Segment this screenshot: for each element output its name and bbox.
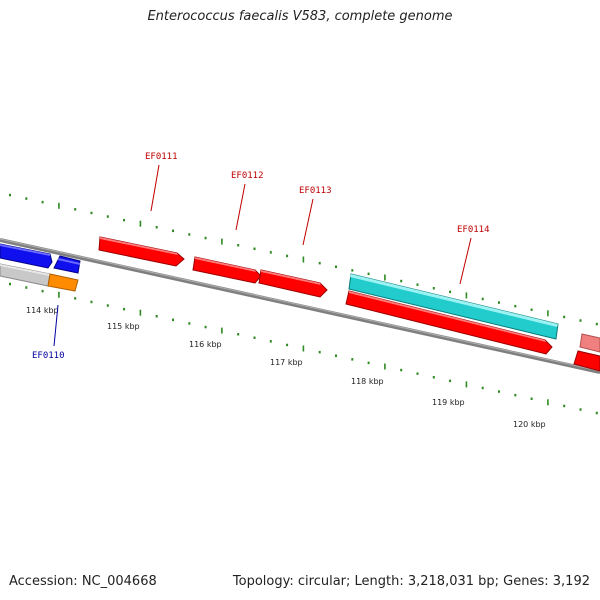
gene-ef0113[interactable] [258, 269, 328, 298]
tick-label-120: 120 kbp [513, 420, 546, 429]
leader-ef0113 [302, 198, 314, 246]
upper-tick-row [9, 193, 598, 326]
gene-label-ef0110[interactable]: EF0110 [32, 351, 65, 361]
gene-label-ef0114[interactable]: EF0114 [457, 225, 490, 235]
gene-right-edge-red[interactable] [573, 350, 600, 372]
gene-ef0112[interactable] [192, 256, 262, 284]
gene-label-ef0112[interactable]: EF0112 [231, 171, 264, 181]
leader-ef0112 [235, 183, 246, 231]
genome-title: Enterococcus faecalis V583, complete gen… [147, 9, 453, 24]
gene-ef0114[interactable] [348, 273, 559, 340]
genome-backbone-highlight [0, 238, 600, 372]
leader-ef0114 [459, 237, 472, 285]
gene-reverse-red[interactable] [345, 290, 553, 355]
tick-label-118: 118 kbp [351, 377, 384, 386]
leader-ef0110 [53, 304, 59, 347]
gene-left-orange[interactable] [47, 273, 79, 292]
gene-ef0110-forward[interactable] [0, 243, 53, 269]
gene-label-ef0111[interactable]: EF0111 [145, 152, 178, 162]
accession-text: Accession: NC_004668 [9, 574, 157, 589]
lower-tick-row [9, 282, 598, 415]
gene-ef0111[interactable] [98, 236, 185, 267]
leader-ef0111 [150, 164, 160, 212]
tick-label-117: 117 kbp [270, 358, 303, 367]
gene-right-edge-pink[interactable] [579, 333, 600, 353]
genome-summary-text: Topology: circular; Length: 3,218,031 bp… [232, 574, 590, 589]
genome-backbone [0, 238, 600, 374]
tick-label-119: 119 kbp [432, 398, 465, 407]
gene-ef0110b-forward[interactable] [53, 255, 81, 274]
tick-label-116: 116 kbp [189, 340, 222, 349]
tick-label-114: 114 kbp [26, 306, 59, 315]
gene-label-ef0113[interactable]: EF0113 [299, 186, 332, 196]
tick-label-115: 115 kbp [107, 322, 140, 331]
